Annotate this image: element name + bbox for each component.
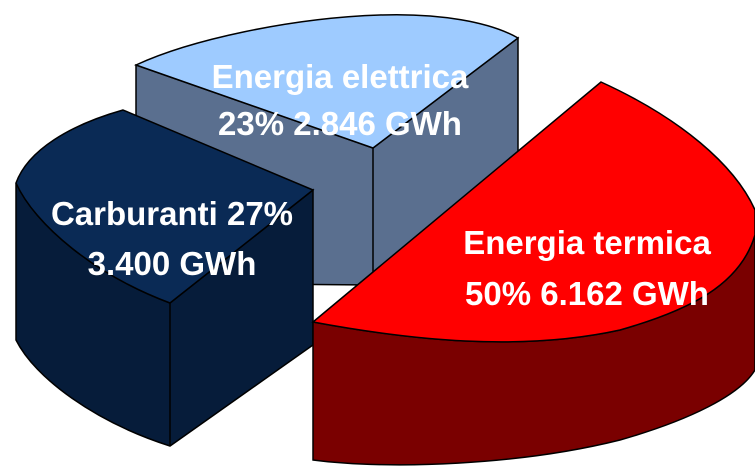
slice-carburanti-top: [15, 109, 315, 304]
label-carburanti-name: Carburanti 27%: [51, 195, 293, 232]
slice-energia-elettrica-top: [134, 13, 520, 149]
slice-carburanti: [15, 109, 315, 447]
slice-energia-termica: [311, 81, 755, 466]
label-energia-termica-value: 50% 6.162 GWh: [465, 275, 709, 312]
label-energia-elettrica-name: Energia elettrica: [212, 58, 469, 95]
label-energia-termica-name: Energia termica: [463, 224, 711, 261]
slice-energia-termica-top: [311, 81, 755, 343]
label-carburanti-value: 3.400 GWh: [88, 245, 257, 282]
label-energia-elettrica-value: 23% 2.846 GWh: [218, 105, 462, 142]
